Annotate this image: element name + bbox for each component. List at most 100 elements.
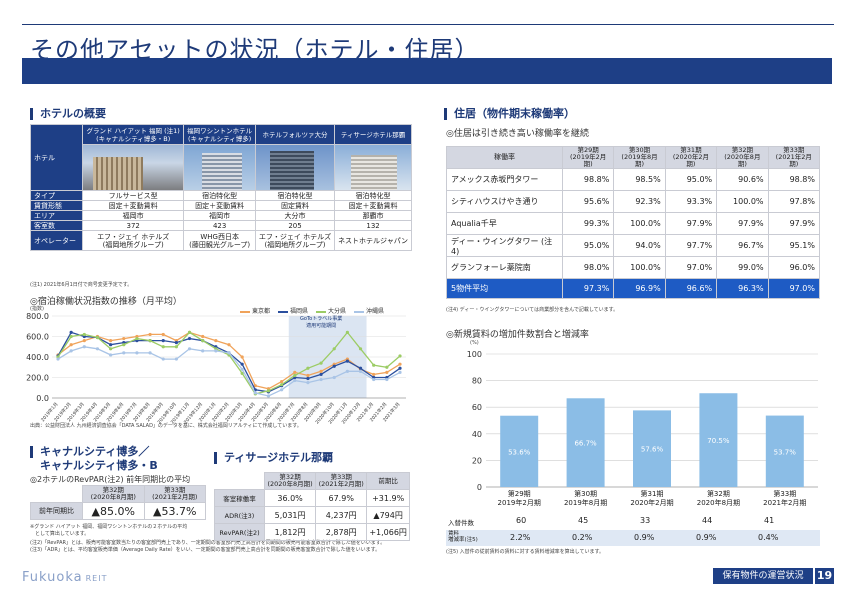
data-point	[332, 364, 336, 368]
title-banner	[22, 58, 832, 84]
data-point	[187, 330, 192, 334]
x-tick-label: 第29期	[508, 489, 531, 498]
rent-chart-unit: (%)	[470, 340, 479, 346]
data-point	[293, 378, 297, 383]
rate-cell: 98.8%	[767, 168, 821, 191]
data-point	[161, 332, 165, 337]
data-point	[240, 367, 244, 371]
y-tick-label: 40	[472, 430, 482, 439]
x-tick-label: 2021年2月期	[763, 498, 806, 507]
cell: 5,031円	[263, 506, 317, 524]
hotel-table: ホテル グランド ハイアット 福岡 (注1) (キャナルシティ博多・B) 福岡ワ…	[30, 124, 412, 251]
data-point	[385, 365, 389, 369]
count-cell: 33	[640, 516, 651, 525]
rate-cell: 97.8%	[767, 190, 821, 213]
x-tick-label: 第33期	[773, 489, 796, 498]
rate-cell: 92.3%	[613, 190, 666, 213]
data-point	[187, 336, 192, 341]
change-cell: 0.9%	[696, 533, 717, 542]
data-point	[69, 330, 73, 334]
data-point	[280, 380, 284, 384]
x-tick-label: 2020年2月期	[630, 498, 673, 507]
hotel-row-label: ホテル	[30, 124, 83, 191]
occupancy-legend: 東京都 福岡県 大分県 沖縄県	[240, 298, 392, 317]
data-point	[306, 373, 310, 378]
period-header: 第31期 (2020年2月期)	[664, 146, 718, 169]
bar-value-label: 57.6%	[641, 446, 664, 454]
page-number: 19	[815, 568, 834, 584]
data-point	[201, 339, 205, 343]
data-point	[161, 339, 165, 343]
bar-value-label: 70.5%	[707, 437, 730, 445]
legend-item: 東京都	[240, 308, 270, 315]
data-point	[56, 357, 60, 361]
data-point	[398, 354, 402, 358]
data-point	[214, 339, 218, 343]
rent-note: (注5) 入替件の従前賃料の賃料に対する賃料増減率を算出しています。	[446, 549, 605, 555]
average-cell: 97.3%	[561, 278, 615, 299]
bar-value-label: 66.7%	[574, 440, 597, 448]
y-tick-label: 20	[472, 456, 482, 465]
x-tick-label: 2020年8月期	[697, 498, 740, 507]
rate-cell: 97.7%	[664, 234, 718, 257]
hotel-cell: 132	[334, 220, 412, 231]
hotel-cell: 372	[81, 220, 185, 231]
rate-cell: 97.0%	[664, 256, 718, 279]
hotel-cell: WHG西日本 (藤田観光グループ)	[183, 230, 256, 251]
rate-cell: 98.0%	[561, 256, 615, 279]
hotel-cell: 宿泊特化型	[183, 190, 256, 201]
column-header: 第33期 (2021年2月期)	[143, 485, 206, 503]
occupancy-chart-unit: (指数)	[30, 306, 44, 312]
column-header: 前期比	[366, 472, 410, 490]
data-point	[227, 343, 231, 347]
hotel-attr-label: エリア	[30, 210, 83, 221]
canal-city-subheading: ◎2ホテルのRevPAR(注2) 前年同期比の平均	[30, 475, 191, 484]
rent-chart-heading: ◎新規賃料の増加件数割合と増減率	[446, 330, 589, 340]
period-header: 第32期 (2020年8月期)	[716, 146, 769, 169]
legend-swatch	[240, 310, 250, 313]
change-cell: 0.4%	[758, 533, 779, 542]
bar	[765, 415, 804, 487]
data-point	[306, 381, 310, 385]
data-point	[82, 332, 86, 337]
hotel-cell: 固定＋変動賃料	[334, 200, 412, 211]
rate-cell: 93.3%	[664, 190, 718, 213]
footer-section-label: 保有物件の運営状況	[713, 568, 813, 584]
average-cell: 96.3%	[716, 278, 769, 299]
data-point	[240, 355, 244, 359]
data-point	[385, 370, 389, 374]
data-point	[95, 335, 100, 340]
canal-city-heading: キャナルシティ博多／	[30, 446, 149, 458]
canal-city-table: 第32期 (2020年8月期) 第33期 (2021年2月期) 前年同期比 ▲85.…	[30, 485, 206, 520]
property-name: ディー・ウイングタワー (注4)	[446, 234, 563, 257]
bar	[633, 410, 671, 487]
hotel-overview-heading: ホテルの概要	[30, 108, 106, 120]
hotel-name: グランド ハイアット 福岡 (注1) (キャナルシティ博多・B)	[81, 124, 185, 145]
logo-text: Fukuoka	[22, 570, 83, 585]
data-point	[385, 377, 389, 382]
rate-cell: 98.8%	[561, 168, 615, 191]
rate-cell: 94.0%	[613, 234, 666, 257]
legend-item: 大分県	[316, 308, 346, 315]
count-cell: 45	[578, 516, 589, 525]
rate-cell: 96.7%	[716, 234, 769, 257]
data-point	[240, 362, 244, 366]
bar-value-label: 53.6%	[508, 448, 531, 456]
cell: 2,878円	[315, 523, 368, 541]
y-tick-label: 60	[472, 403, 482, 412]
residence-note: (注4) ディー・ウイングタワーについては商業部分を含んで記載しています。	[446, 307, 619, 313]
change-cell: 0.9%	[634, 533, 655, 542]
revpar-value: ▲53.7%	[143, 502, 206, 520]
replacement-count-row: 入替件数 60 45 33 44 41	[446, 515, 820, 529]
data-point	[122, 343, 126, 347]
hotel-attr-label: 客室数	[30, 220, 83, 231]
bar-value-label: 53.7%	[774, 448, 797, 456]
canal-city-heading-2: キャナルシティ博多・B	[40, 459, 158, 472]
bar	[500, 415, 539, 487]
count-cell: 60	[516, 516, 527, 525]
hotel-photo	[183, 144, 256, 191]
cell: ▲794円	[366, 506, 410, 524]
data-point	[319, 377, 323, 382]
average-cell: 96.9%	[613, 278, 666, 299]
column-header: 第32期 (2020年8月期)	[263, 472, 317, 490]
